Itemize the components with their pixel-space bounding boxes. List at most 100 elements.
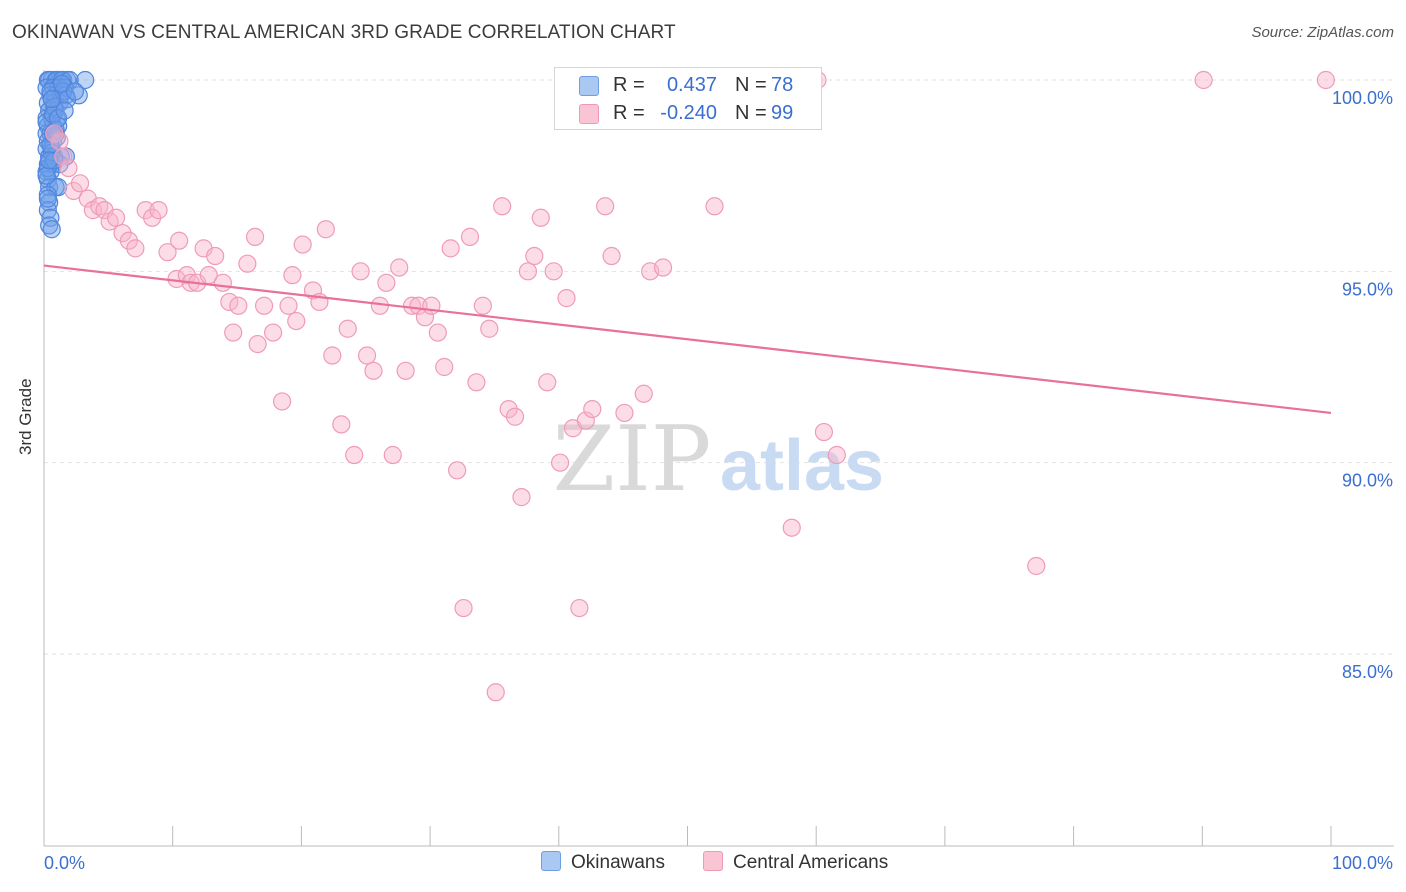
central-americans-point <box>238 254 257 273</box>
central-americans-point <box>283 266 302 285</box>
y-tick-label: 90.0% <box>1342 471 1393 491</box>
okinawans-point <box>40 151 59 170</box>
central-americans-point <box>126 239 145 258</box>
central-americans-legend-label: Central Americans <box>733 852 889 873</box>
central-americans-point <box>272 392 292 411</box>
n-label: N = <box>735 74 767 96</box>
r-label: R = <box>613 74 645 96</box>
central-americans-point <box>827 445 846 465</box>
okinawans-swatch <box>579 76 599 96</box>
central-americans-swatch <box>579 104 599 124</box>
central-americans-point <box>158 243 177 262</box>
legend-item-okinawans: Okinawans <box>541 851 665 874</box>
okinawans-point <box>42 90 61 109</box>
central-americans-point <box>525 246 544 266</box>
axes <box>43 70 1394 847</box>
n-value: 99 <box>771 102 794 124</box>
okinawans-legend-swatch <box>541 851 561 871</box>
central-americans-point <box>486 683 505 702</box>
central-americans-point <box>245 227 265 246</box>
central-americans-point <box>383 445 402 465</box>
legend-row-okinawans: R = 0.437 N = 78 <box>555 72 821 102</box>
central-americans-point <box>435 357 454 377</box>
central-americans-point <box>390 258 409 277</box>
r-value: -0.240 <box>660 102 717 124</box>
central-americans-point <box>303 281 323 300</box>
central-americans-point <box>615 403 634 423</box>
central-americans-point <box>345 445 364 465</box>
trend-lines <box>43 264 1332 415</box>
central-americans-point <box>518 262 538 281</box>
central-americans-point <box>550 453 570 472</box>
central-americans-legend-swatch <box>703 851 723 871</box>
chart-title: OKINAWAN VS CENTRAL AMERICAN 3RD GRADE C… <box>12 22 676 43</box>
central-americans-point <box>538 373 557 392</box>
central-americans-point <box>493 197 512 216</box>
central-americans-point <box>557 289 576 308</box>
central-americans-point <box>170 231 189 250</box>
central-americans-point <box>332 415 351 434</box>
central-americans-point <box>460 227 480 246</box>
central-americans-point <box>473 296 492 315</box>
central-americans-point <box>576 411 595 430</box>
central-americans-point <box>634 384 653 403</box>
correlation-legend: R = 0.437 N = 78 R = -0.240 N = 99 <box>554 67 822 130</box>
tick-labels: 100.0% 95.0% 90.0% 85.0% 0.0% 100.0% <box>44 88 1393 873</box>
central-americans-point <box>224 323 243 342</box>
y-tick-label: 100.0% <box>1332 88 1393 108</box>
central-americans-point <box>583 399 602 419</box>
central-americans-point <box>653 258 673 277</box>
central-americans-point <box>602 246 621 266</box>
okinawans-point <box>76 70 95 90</box>
central-americans-point <box>782 518 801 537</box>
central-americans-point <box>512 488 531 507</box>
r-label: R = <box>613 102 645 124</box>
central-americans-point <box>448 461 467 480</box>
central-americans-point <box>149 201 168 220</box>
n-value: 78 <box>771 74 794 96</box>
central-americans-point <box>213 273 232 292</box>
n-label: N = <box>735 102 767 124</box>
central-americans-point <box>316 220 335 239</box>
central-americans-point <box>467 373 486 392</box>
okinawans-point <box>38 185 57 204</box>
okinawans-point <box>41 208 60 227</box>
central-americans-point <box>705 197 724 216</box>
x-tick-label: 100.0% <box>1332 853 1393 873</box>
r-value: 0.437 <box>666 74 717 96</box>
legend-row-central-americans: R = -0.240 N = 99 <box>555 100 821 130</box>
central-americans-point <box>596 197 615 216</box>
okinawans-legend-label: Okinawans <box>571 852 665 873</box>
central-americans-point <box>279 296 298 315</box>
central-americans-point <box>531 208 550 227</box>
okinawans-point <box>45 151 64 170</box>
central-americans-point <box>54 147 73 166</box>
gridlines <box>44 79 1394 655</box>
okinawans-point <box>38 189 57 208</box>
central-americans-point <box>454 598 473 618</box>
central-americans-point <box>50 132 69 151</box>
central-americans-point <box>106 208 126 227</box>
watermark: ZIP atlas <box>553 407 884 512</box>
central-americans-point <box>254 296 274 315</box>
okinawans-point <box>58 90 77 109</box>
central-americans-point <box>248 334 267 354</box>
central-americans-trend-line <box>43 264 1332 415</box>
source-label: Source: ZipAtlas.com <box>1251 24 1394 41</box>
y-tick-label: 95.0% <box>1342 279 1393 299</box>
watermark-atlas: atlas <box>720 426 884 506</box>
central-americans-point <box>1316 70 1335 90</box>
x-tick-label: 0.0% <box>44 853 85 873</box>
okinawans-point <box>65 82 84 101</box>
central-americans-point <box>70 174 90 193</box>
central-americans-point <box>570 598 589 618</box>
central-americans-point <box>287 311 306 331</box>
central-americans-point <box>396 361 415 380</box>
central-americans-point <box>220 292 239 312</box>
okinawans-point <box>55 101 74 120</box>
legend-item-central-americans: Central Americans <box>703 851 888 874</box>
central-americans-point <box>441 239 460 258</box>
central-americans-point <box>263 323 283 342</box>
central-americans-point <box>206 246 225 266</box>
